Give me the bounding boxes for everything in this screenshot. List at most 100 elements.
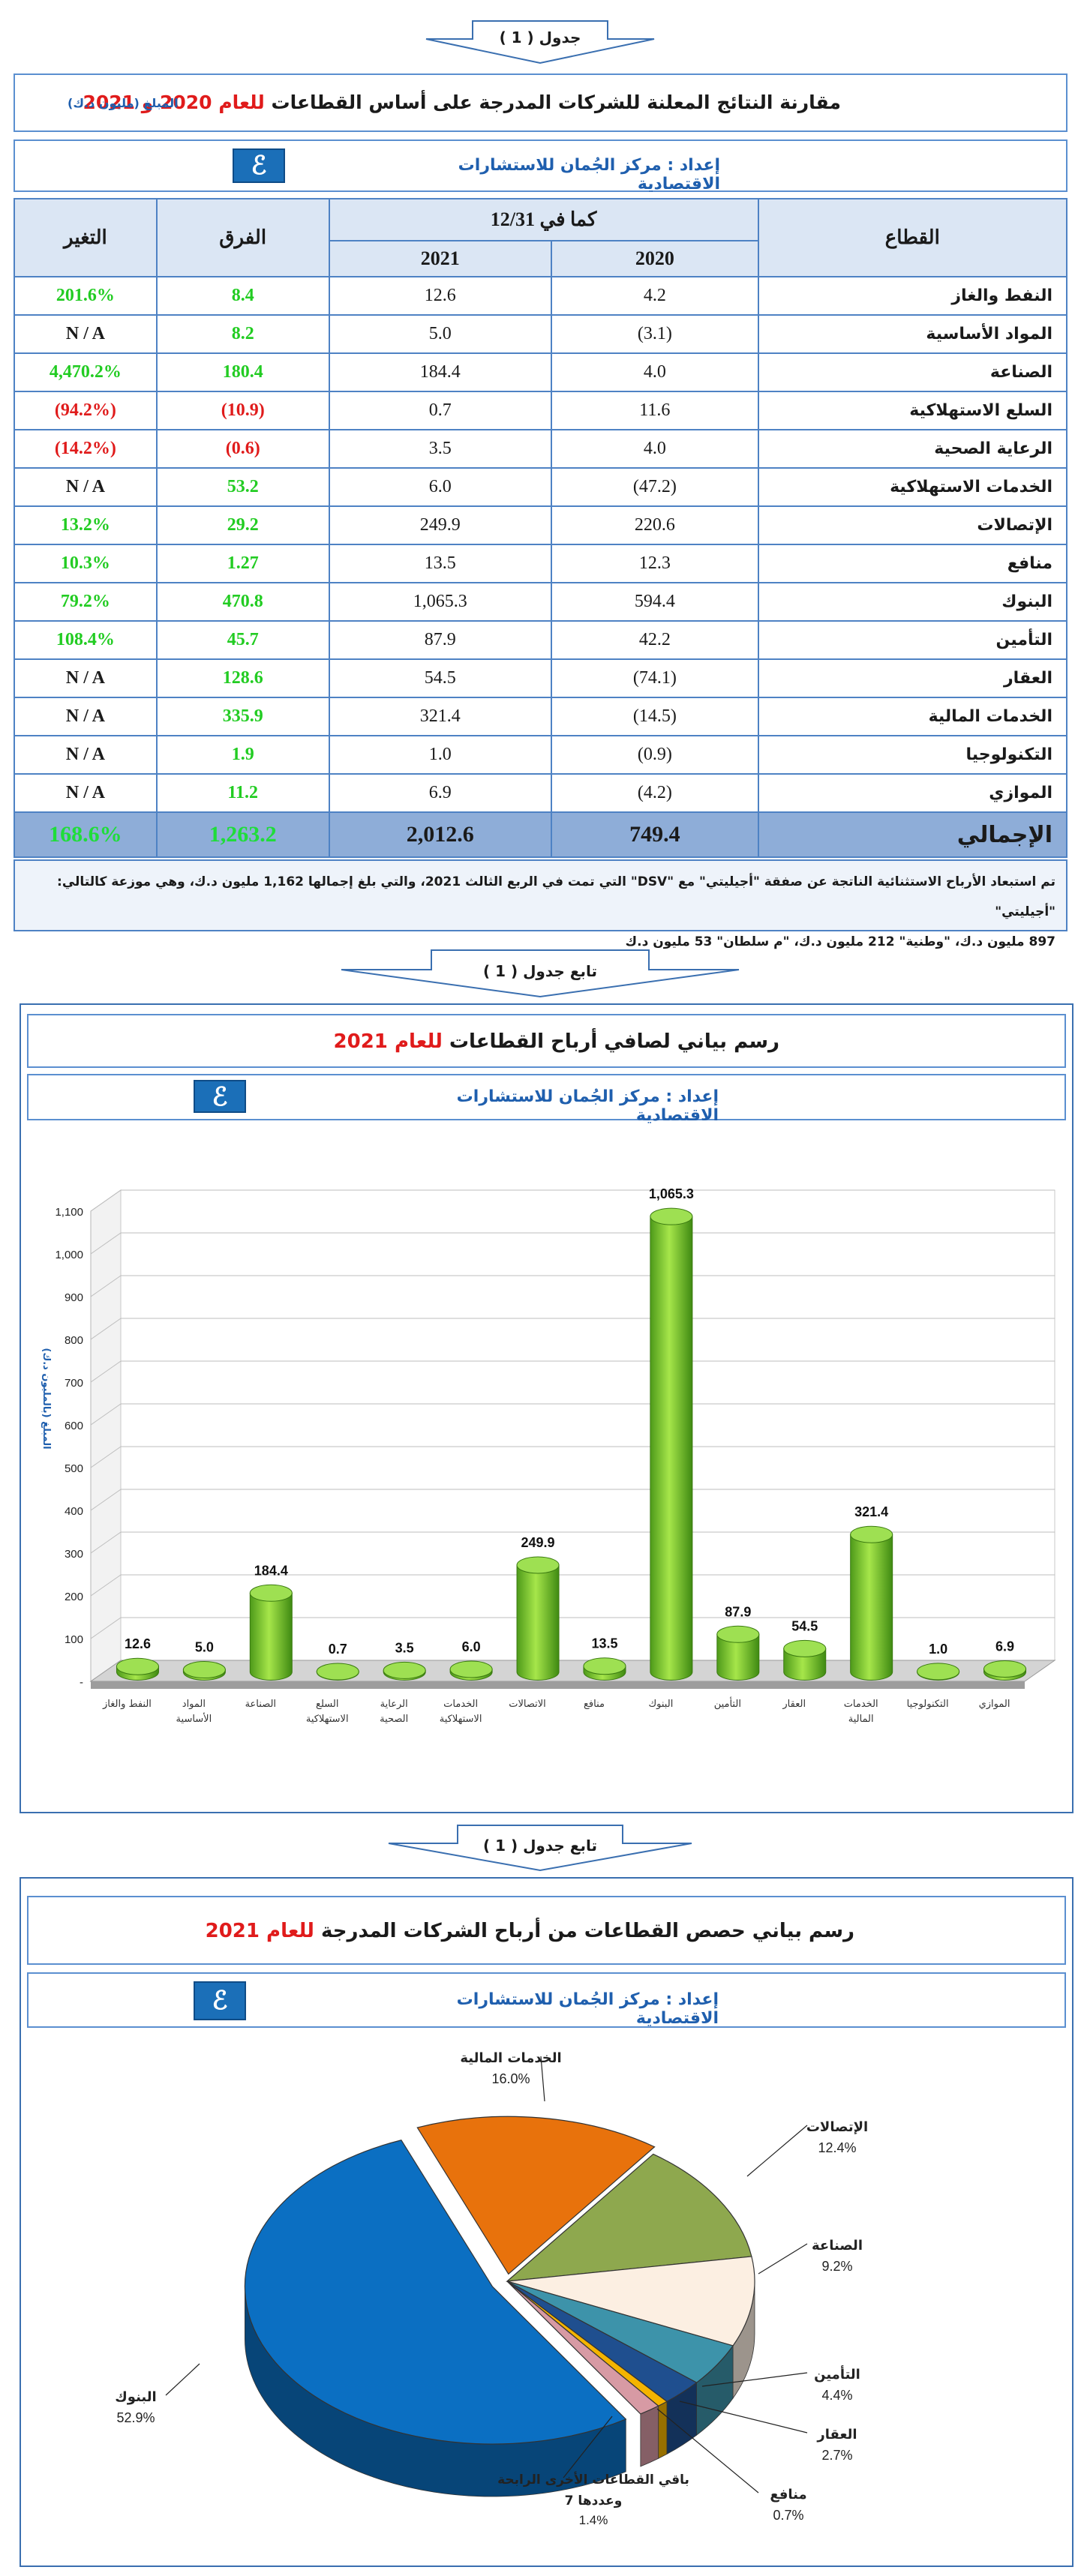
- y-tick-label: 1,100: [55, 1206, 83, 1219]
- bar-4: [316, 1663, 359, 1681]
- pie-slice-8: [506, 2281, 659, 2415]
- cell-diff: 29.2: [155, 505, 330, 545]
- cell-sector: الخدمات المالية: [757, 697, 1068, 736]
- cell-2021: 321.4: [328, 697, 553, 736]
- cell-diff: 1.27: [155, 544, 330, 583]
- table-row: البنوك 594.4 1,065.3 470.8 79.2%: [14, 582, 1068, 622]
- x-tick-label: الموازي: [979, 1699, 1010, 1710]
- bars: [116, 1207, 1027, 1681]
- y-tick-label: 400: [65, 1505, 83, 1518]
- pie-label-name: التأمين: [814, 2365, 860, 2383]
- bar-value-label: 249.9: [521, 1535, 555, 1550]
- x-tick-label: النفط والغاز: [102, 1699, 152, 1710]
- bar-prepared-box: إعداد : مركز الجُمان للاستشارات الاقتصاد…: [27, 1074, 1066, 1125]
- pie-prepared-by: إعداد : مركز الجُمان للاستشارات الاقتصاد…: [456, 1990, 719, 2028]
- x-tick-label: المالية: [848, 1714, 874, 1725]
- cell-sector: الإتصالات: [757, 505, 1068, 545]
- cell-2021: 184.4: [328, 352, 553, 392]
- gridline: [90, 1232, 122, 1255]
- cell-diff: 8.4: [155, 276, 330, 316]
- cell-diff: 335.9: [155, 697, 330, 736]
- table-row: المواد الأساسية (3.1) 5.0 8.2 N / A: [14, 314, 1068, 354]
- cell-change: 108.4%: [14, 620, 158, 660]
- bar-14: [983, 1660, 1027, 1681]
- cell-sector: التكنولوجيا: [757, 735, 1068, 775]
- cell-diff: 470.8: [155, 582, 330, 622]
- x-tick-label: السلع: [316, 1699, 338, 1710]
- logo-icon: ℰ: [233, 148, 285, 183]
- pie-arrow-label: تابع جدول ( 1 ): [482, 1837, 597, 1855]
- bar-9: [650, 1207, 693, 1681]
- cell-sector: التأمين: [757, 620, 1068, 660]
- table-title-years: 2020 و 2021: [83, 91, 212, 113]
- cell-2021: 3.5: [328, 429, 553, 469]
- footnote-line2: 897 مليون د.ك، "وطنية" 212 مليون د.ك، "م…: [625, 934, 1055, 949]
- col-2021: 2021: [328, 240, 553, 277]
- section-arrow: [425, 20, 655, 64]
- cell-diff: 1.9: [155, 735, 330, 775]
- floor: [89, 1660, 1056, 1682]
- cell-change: 13.2%: [14, 505, 158, 545]
- cell-2021: 1,065.3: [328, 582, 553, 622]
- cell-2021: 6.9: [328, 773, 553, 813]
- y-tick-label: 800: [65, 1334, 83, 1347]
- leader-line: [701, 2372, 808, 2387]
- bar-5: [383, 1661, 426, 1681]
- x-tick-label: منافع: [584, 1699, 605, 1710]
- cell-sector: الخدمات الاستهلاكية: [757, 467, 1068, 507]
- cell-2020: (4.2): [551, 773, 759, 813]
- table-row: منافع 12.3 13.5 1.27 10.3%: [14, 544, 1068, 583]
- cell-change: 201.6%: [14, 276, 158, 316]
- bar-title-red: للعام: [394, 1030, 443, 1053]
- table-row: الخدمات المالية (14.5) 321.4 335.9 N / A: [14, 697, 1068, 736]
- bar-prepared-by: إعداد : مركز الجُمان للاستشارات الاقتصاد…: [456, 1087, 719, 1125]
- gridline: [90, 1403, 122, 1426]
- bar-title-box: رسم بياني لصافي أرباح القطاعات للعام 202…: [27, 1014, 1066, 1068]
- pie-label-name: الإتصالات: [806, 2119, 868, 2135]
- bar-7: [516, 1556, 560, 1681]
- bar-title-year: 2021: [333, 1030, 388, 1053]
- cell-diff: 8.2: [155, 314, 330, 354]
- gridline: [90, 1189, 122, 1212]
- pie-title-year: 2021: [205, 1920, 260, 1942]
- gridline: [90, 1531, 122, 1554]
- table-row: الموازي (4.2) 6.9 11.2 N / A: [14, 773, 1068, 813]
- table-row: الإتصالات 220.6 249.9 29.2 13.2%: [14, 505, 1068, 545]
- bar-2: [182, 1661, 226, 1681]
- x-tick-label: الخدمات: [443, 1699, 478, 1710]
- cell-2021: 249.9: [328, 505, 553, 545]
- bar-title: رسم بياني لصافي أرباح القطاعات: [449, 1030, 779, 1053]
- leader-line: [679, 2401, 808, 2434]
- y-tick-label: 700: [65, 1377, 83, 1390]
- cell-2021: 1.0: [328, 735, 553, 775]
- cell-diff: 53.2: [155, 467, 330, 507]
- pie-slice-2: [416, 2116, 656, 2275]
- col-2020: 2020: [551, 240, 759, 277]
- cell-2021: 54.5: [328, 658, 553, 698]
- cell-diff: 180.4: [155, 352, 330, 392]
- pie-label-name: منافع: [770, 2487, 806, 2503]
- section-arrow: [388, 1825, 692, 1872]
- total-diff: 1,263.2: [155, 811, 330, 858]
- total-sector: الإجمالي: [757, 811, 1068, 858]
- prepared-by: إعداد : مركز الجُمان للاستشارات الاقتصاد…: [458, 156, 720, 193]
- bar-value-label: 1,065.3: [649, 1186, 694, 1201]
- leader-line: [758, 2243, 808, 2275]
- gridline: [90, 1489, 122, 1511]
- cell-2021: 13.5: [328, 544, 553, 583]
- cell-2020: 4.0: [551, 352, 759, 392]
- bar-10: [716, 1625, 760, 1681]
- floor-edge: [91, 1681, 1025, 1689]
- y-tick-label: 300: [65, 1548, 83, 1561]
- pie-chart: البنوك 52.9% الخدمات المالية 16.0% الإتصالات…: [115, 2050, 868, 2527]
- table-row: العقار (74.1) 54.5 128.6 N / A: [14, 658, 1068, 698]
- total-2020: 749.4: [551, 811, 759, 858]
- pie-title: رسم بياني حصص القطاعات من أرباح الشركات …: [320, 1920, 854, 1942]
- x-tick-label: التكنولوجيا: [907, 1699, 949, 1710]
- y-tick-label: 1,000: [55, 1249, 83, 1261]
- pie-label-name: باقي القطاعات الأخرى الرابحة: [497, 2472, 689, 2488]
- pie-label-percent: 52.9%: [116, 2410, 155, 2425]
- cell-change: (14.2%): [14, 429, 158, 469]
- table-row: التأمين 42.2 87.9 45.7 108.4%: [14, 620, 1068, 660]
- leader-line: [165, 2363, 200, 2396]
